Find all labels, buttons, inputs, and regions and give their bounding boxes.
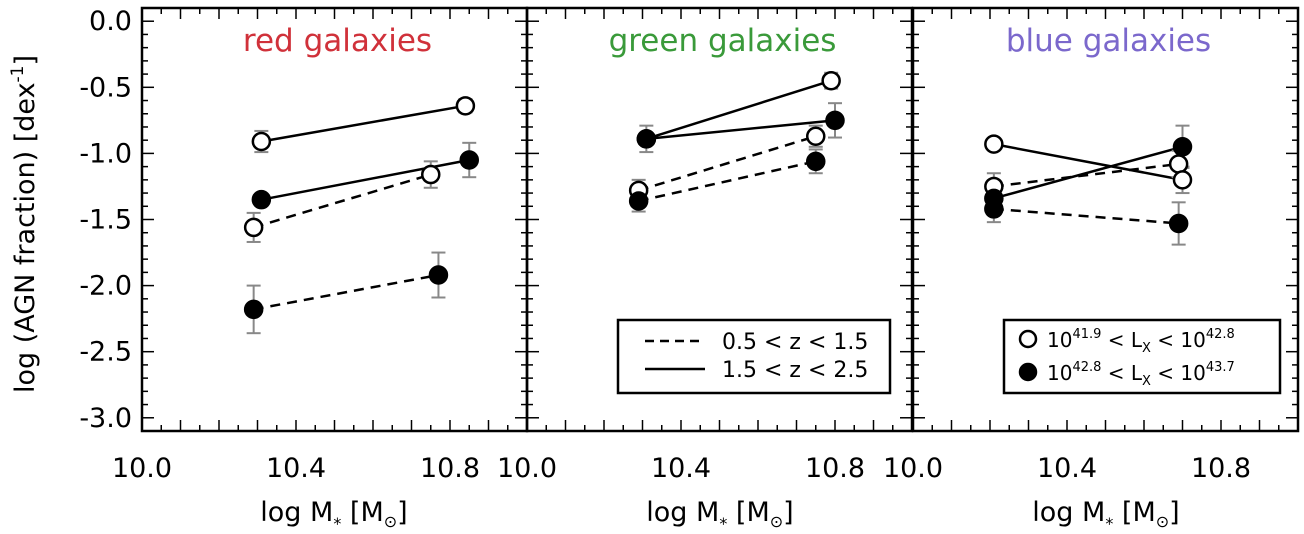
- y-tick-label: -1.5: [79, 205, 132, 236]
- series-line-dashed: [253, 273, 439, 311]
- panel-title-blue: blue galaxies: [1006, 23, 1211, 59]
- legend-open-label: 1041.9 < LX < 1042.8: [1047, 327, 1235, 356]
- x-axis-label-green: log M* [M⊙]: [646, 497, 793, 533]
- data-point-filled: [1168, 213, 1189, 234]
- data-point-open: [243, 217, 264, 238]
- data-point-open: [1172, 170, 1193, 190]
- legend-filled-label: 1042.8 < LX < 1043.7: [1047, 360, 1235, 389]
- panel-blue: 10.0 10.4 10.8 blue galaxies: [883, 6, 1300, 484]
- data-point-open: [251, 131, 272, 152]
- y-tick-label: -2.5: [79, 337, 132, 368]
- x-tick-label: 10.8: [1191, 453, 1251, 484]
- y-tick-label: -1.0: [79, 138, 132, 169]
- x-tick-label: 10.4: [651, 453, 711, 484]
- y-tick-label: -0.5: [79, 72, 132, 103]
- panels: 10.0 10.4 10.8 0.0 -0.5 -1.0 -1.5 -2.0 -2.5 -3.0 r…: [79, 6, 1300, 484]
- y-tick-label: 0.0: [89, 6, 132, 37]
- x-tick-label: 10.4: [1037, 453, 1097, 484]
- legend-redshift: 0.5 < z < 1.5 1.5 < z < 2.5: [616, 318, 892, 395]
- x-axis-label-red: log M* [M⊙]: [260, 497, 407, 533]
- y-tick-label: -3.0: [79, 403, 132, 434]
- legend-redshift-box: [616, 318, 892, 395]
- data-point-filled: [243, 299, 264, 320]
- y-axis-label: log (AGN fraction) [dex-1]: [8, 55, 41, 393]
- legend-open-marker: [1018, 329, 1038, 349]
- x-tick-label: 10.0: [883, 453, 943, 484]
- data-point-filled: [1172, 137, 1193, 157]
- data-point-filled: [428, 265, 449, 285]
- series-line-dashed: [993, 207, 1179, 225]
- legend-luminosity-box: [1002, 318, 1282, 395]
- x-tick-label: 10.0: [497, 453, 557, 484]
- series-line-solid: [261, 104, 466, 143]
- panel-green: 10.0 10.4 10.8 green galaxies: [497, 6, 914, 484]
- y-tick-label: -2.0: [79, 271, 132, 302]
- series-line-dashed: [638, 160, 817, 203]
- series-line-solid: [646, 119, 836, 141]
- data-point-open: [421, 164, 441, 185]
- panel-title-red: red galaxies: [243, 23, 432, 59]
- data-point-open: [1168, 154, 1189, 174]
- series-line-dashed: [993, 162, 1179, 188]
- series-line-solid: [993, 142, 1183, 182]
- series-line-dashed: [638, 135, 817, 192]
- panel-red: 10.0 10.4 10.8 0.0 -0.5 -1.0 -1.5 -2.0 -2.5 -3.0 r…: [79, 6, 529, 484]
- data-point-filled: [459, 150, 479, 170]
- data-point-filled: [806, 151, 826, 172]
- legend-filled-marker: [1018, 362, 1038, 382]
- x-tick-label: 10.0: [112, 453, 172, 484]
- x-tick-label: 10.4: [266, 453, 326, 484]
- data-point-open: [984, 134, 1004, 154]
- data-point-filled: [636, 129, 657, 149]
- data-point-filled: [984, 188, 1004, 209]
- series-line-solid: [645, 79, 832, 141]
- data-point-open: [455, 96, 476, 116]
- panel-title-green: green galaxies: [609, 23, 837, 59]
- panel-red-frame: [140, 6, 529, 433]
- series-line-solid: [993, 145, 1183, 200]
- legend-dashed-label: 0.5 < z < 1.5: [722, 330, 868, 355]
- legend-luminosity: 1041.9 < LX < 1042.8 1042.8 < LX < 1043.…: [1002, 318, 1282, 395]
- data-point-open: [806, 126, 826, 146]
- data-point-filled: [251, 189, 272, 210]
- x-tick-label: 10.8: [805, 453, 865, 484]
- legend-solid-label: 1.5 < z < 2.5: [722, 358, 868, 383]
- x-tick-label: 10.8: [420, 453, 480, 484]
- data-point-filled: [628, 191, 649, 211]
- data-point-filled: [825, 110, 845, 131]
- data-point-open: [821, 70, 841, 91]
- series-line-dashed: [253, 173, 432, 229]
- x-axis-label-blue: log M* [M⊙]: [1032, 497, 1179, 533]
